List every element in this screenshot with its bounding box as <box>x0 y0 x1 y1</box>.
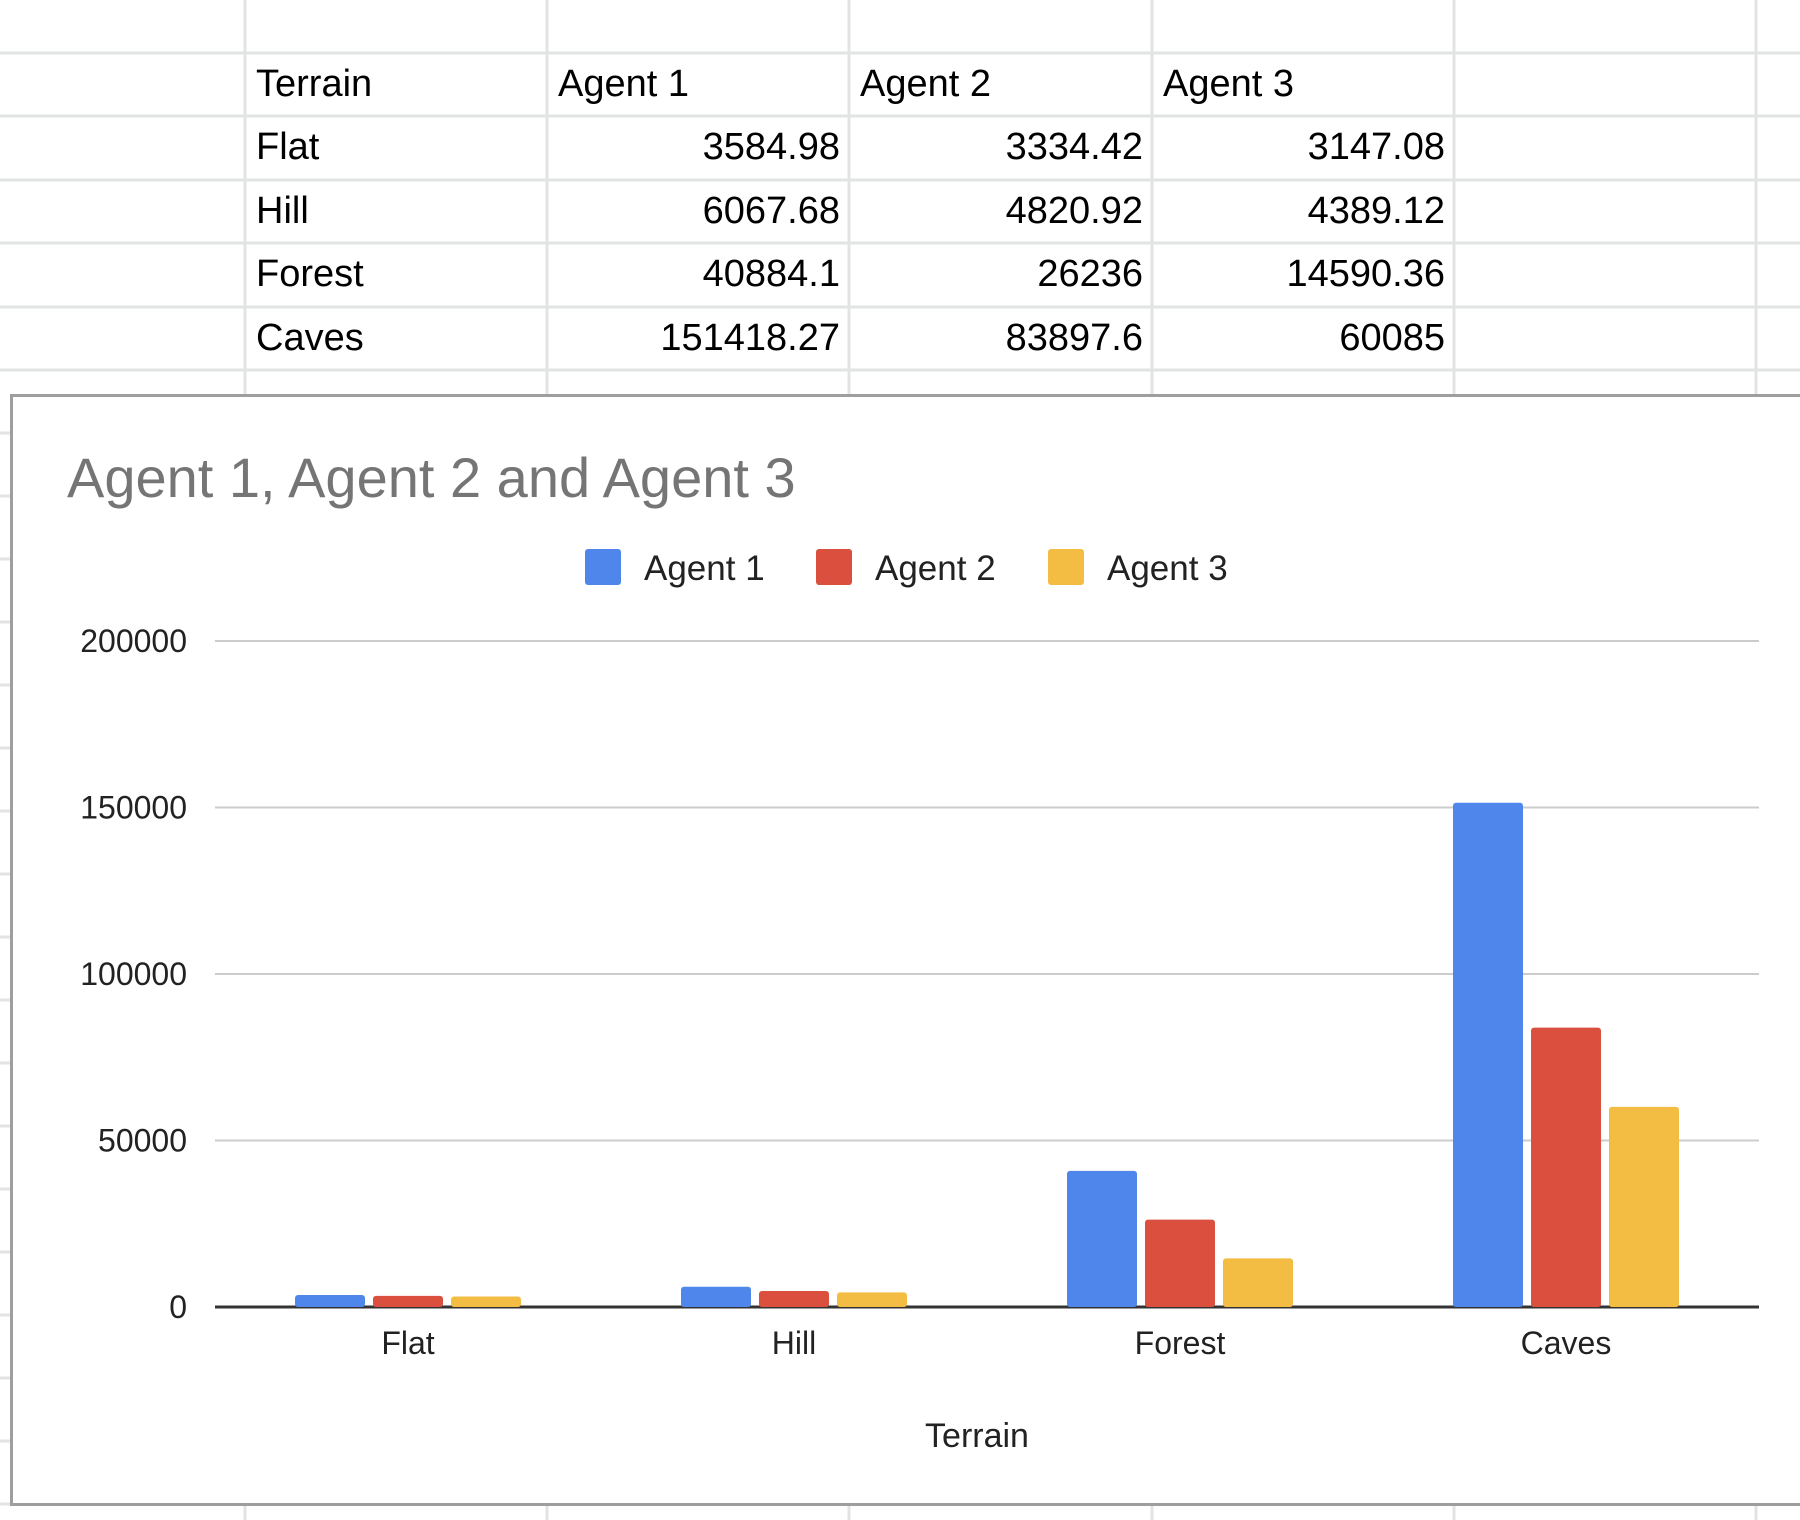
legend-label[interactable]: Agent 1 <box>644 549 765 588</box>
y-tick-label: 150000 <box>80 790 187 826</box>
legend-label[interactable]: Agent 3 <box>1107 549 1228 588</box>
table-cell[interactable]: Forest <box>256 253 364 295</box>
table-cell[interactable]: Flat <box>256 126 320 168</box>
y-axis-ticks: 0 50000 100000 150000 200000 <box>80 623 187 1325</box>
bar-forest-agent-2[interactable] <box>1145 1219 1215 1307</box>
table-cell[interactable]: 14590.36 <box>1286 253 1446 295</box>
table-header-cell[interactable]: Agent 2 <box>860 63 991 105</box>
table-cell[interactable]: Caves <box>256 317 364 359</box>
y-tick-label: 200000 <box>80 623 187 659</box>
chart-container[interactable]: Agent 1, Agent 2 and Agent 3 0 50000 10000… <box>10 394 1800 1506</box>
legend-label[interactable]: Agent 2 <box>875 549 996 588</box>
bar-caves-agent-2[interactable] <box>1531 1027 1601 1307</box>
table-cell[interactable]: 4820.92 <box>1005 190 1143 232</box>
chart-gridlines <box>215 640 1759 1309</box>
x-tick-label: Flat <box>381 1325 434 1361</box>
bar-hill-agent-3[interactable] <box>837 1292 907 1307</box>
table-header-cell[interactable]: Agent 3 <box>1163 63 1294 105</box>
table-cell[interactable]: 3334.42 <box>1005 126 1143 168</box>
bar-caves-agent-3[interactable] <box>1609 1106 1679 1307</box>
bar-flat-agent-3[interactable] <box>451 1296 521 1307</box>
bar-chart: Agent 1, Agent 2 and Agent 3 0 50000 10000… <box>67 446 1759 1455</box>
table-cell[interactable]: 3147.08 <box>1307 126 1445 168</box>
x-axis-ticks: Flat Hill Forest Caves <box>381 1325 1611 1361</box>
table-cell[interactable]: Hill <box>256 190 309 232</box>
table-cell[interactable]: 3584.98 <box>702 126 840 168</box>
bar-caves-agent-1[interactable] <box>1453 802 1523 1307</box>
table-cell[interactable]: 26236 <box>1037 253 1143 295</box>
table-cell[interactable]: 40884.1 <box>702 253 840 295</box>
bar-forest-agent-3[interactable] <box>1223 1258 1293 1307</box>
x-axis-title: Terrain <box>925 1417 1029 1455</box>
table-header-cell[interactable]: Terrain <box>256 63 373 105</box>
legend-swatch <box>585 549 621 585</box>
bar-hill-agent-1[interactable] <box>681 1286 751 1307</box>
bar-hill-agent-2[interactable] <box>759 1290 829 1307</box>
x-tick-label: Forest <box>1135 1325 1226 1361</box>
chart-title: Agent 1, Agent 2 and Agent 3 <box>67 446 796 509</box>
bars <box>295 802 1679 1307</box>
table-cell[interactable]: 83897.6 <box>1005 317 1143 359</box>
table-cell[interactable]: 4389.12 <box>1307 190 1445 232</box>
legend-swatch <box>816 549 852 585</box>
y-tick-label: 0 <box>169 1289 187 1325</box>
legend: Agent 1 Agent 2 Agent 3 <box>585 549 1228 588</box>
y-tick-label: 50000 <box>98 1123 187 1159</box>
table-cell[interactable]: 6067.68 <box>702 190 840 232</box>
bar-flat-agent-2[interactable] <box>373 1295 443 1307</box>
legend-swatch <box>1048 549 1084 585</box>
table-cell[interactable]: 60085 <box>1339 317 1445 359</box>
y-tick-label: 100000 <box>80 956 187 992</box>
x-tick-label: Hill <box>772 1325 816 1361</box>
table-header-cell[interactable]: Agent 1 <box>558 63 689 105</box>
bar-forest-agent-1[interactable] <box>1067 1170 1137 1307</box>
bar-flat-agent-1[interactable] <box>295 1295 365 1307</box>
table-cell[interactable]: 151418.27 <box>660 317 840 359</box>
x-tick-label: Caves <box>1521 1325 1612 1361</box>
